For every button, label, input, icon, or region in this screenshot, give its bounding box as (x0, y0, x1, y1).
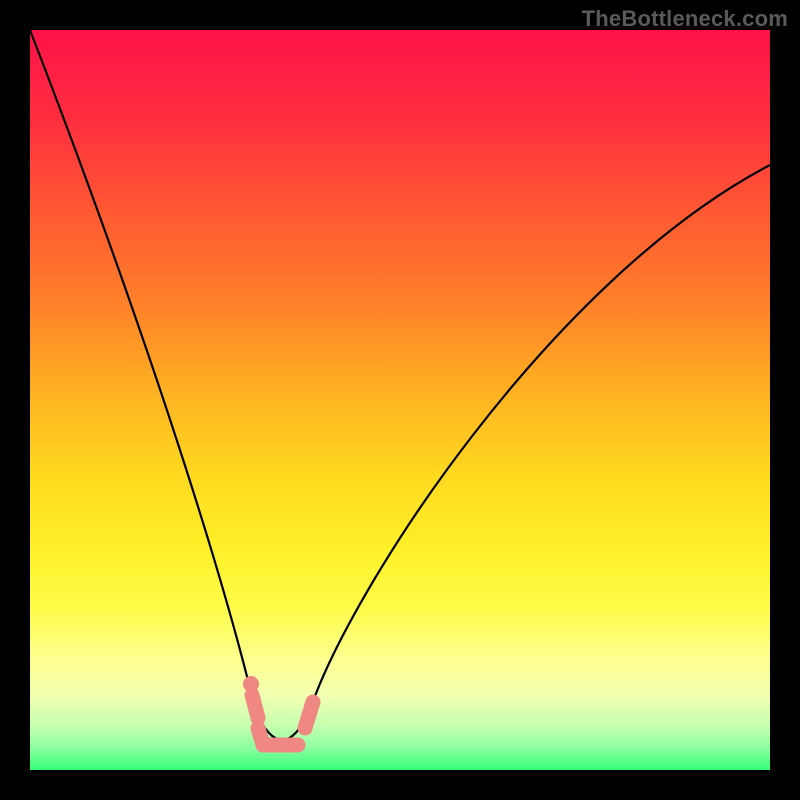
plot-area (30, 30, 770, 770)
curve-left (30, 30, 255, 710)
chart-container: TheBottleneck.com (0, 0, 800, 800)
curve-right (310, 165, 770, 710)
curve-layer (30, 30, 770, 770)
watermark-text: TheBottleneck.com (582, 6, 788, 32)
highlight-markers (243, 676, 313, 745)
